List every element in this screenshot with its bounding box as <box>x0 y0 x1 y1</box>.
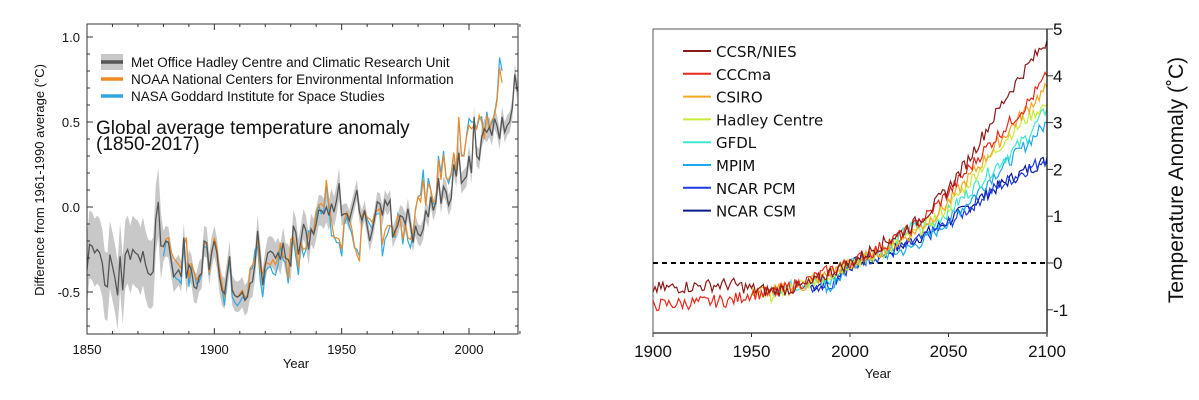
series-line-ccsr-nies <box>652 40 1048 298</box>
y-tick-label: 2 <box>1053 160 1062 179</box>
y-tick-label: 3 <box>1053 114 1062 133</box>
x-tick-label: 2000 <box>455 342 484 357</box>
legend-label: CCSR/NIES <box>716 43 797 61</box>
series-line-cccma <box>652 71 1048 312</box>
y-tick-label: 1 <box>1053 207 1062 226</box>
y-tick-label: 0.0 <box>62 200 80 215</box>
series-line-hadcrut <box>86 74 519 302</box>
y-axis-label: Difference from 1961-1990 average (°C) <box>32 64 47 296</box>
y-tick-label: 4 <box>1053 67 1062 86</box>
x-tick-label: 1900 <box>200 342 229 357</box>
x-tick-label: 2050 <box>930 342 968 361</box>
y-tick-label: 1.0 <box>62 30 80 45</box>
legend-label: Hadley Centre <box>716 111 823 129</box>
legend-label: NOAA National Centers for Environmental … <box>131 72 454 87</box>
series-line-csiro <box>750 81 1048 298</box>
series-line-hadley-centre <box>750 103 1048 305</box>
y-axis-label: Temperature Anomaly (˚C) <box>1165 57 1188 303</box>
y-tick-label: -1 <box>1053 301 1068 320</box>
y-tick-label: -0.5 <box>58 285 80 300</box>
legend: CCSR/NIES CCCma CSIRO Hadley Centre GFDL MPIM… <box>683 43 823 221</box>
x-axis-label: Year <box>283 356 310 371</box>
legend-label: NASA Goddard Institute for Space Studies <box>131 89 385 104</box>
legend: Met Office Hadley Centre and Climatic Re… <box>101 54 454 104</box>
x-tick-label: 1950 <box>733 342 771 361</box>
y-tick-label: 0.5 <box>62 115 80 130</box>
x-tick-label: 2000 <box>831 342 869 361</box>
series-line-mpim <box>819 121 1048 295</box>
plot-frame <box>86 23 519 335</box>
x-tick-label: 1950 <box>327 342 356 357</box>
x-tick-label: 1850 <box>73 342 102 357</box>
chart-subtitle: (1850-2017) <box>96 134 200 155</box>
legend-label: MPIM <box>716 157 755 175</box>
left-chart: 1850 1900 1950 2000 -0.5 0.0 0.5 1.0 Met Office… <box>32 23 521 371</box>
x-axis-label: Year <box>865 366 892 381</box>
series-lines <box>652 40 1048 312</box>
legend-label: NCAR PCM <box>716 180 796 198</box>
series-line-gfdl <box>770 107 1048 297</box>
legend-label: Met Office Hadley Centre and Climatic Re… <box>131 55 450 70</box>
x-tick-label: 2100 <box>1028 342 1066 361</box>
axis-ticks: 1850 1900 1950 2000 -0.5 0.0 0.5 1.0 <box>58 24 521 357</box>
y-tick-label: 0 <box>1053 254 1062 273</box>
legend-label: CSIRO <box>716 89 763 107</box>
legend-label: GFDL <box>716 134 757 152</box>
chart-title: Global average temperature anomaly <box>96 118 410 139</box>
series-line-ncar-csm <box>810 156 1048 292</box>
legend-label: NCAR CSM <box>716 203 796 221</box>
y-tick-label: 5 <box>1053 20 1062 39</box>
series-line-noaa <box>162 67 503 299</box>
axis-ticks: 1900 1950 2000 2050 2100 -1 0 1 2 3 4 5 <box>634 20 1068 361</box>
legend-label: CCCma <box>716 66 771 84</box>
x-tick-label: 1900 <box>634 342 672 361</box>
series-lines <box>86 57 519 307</box>
